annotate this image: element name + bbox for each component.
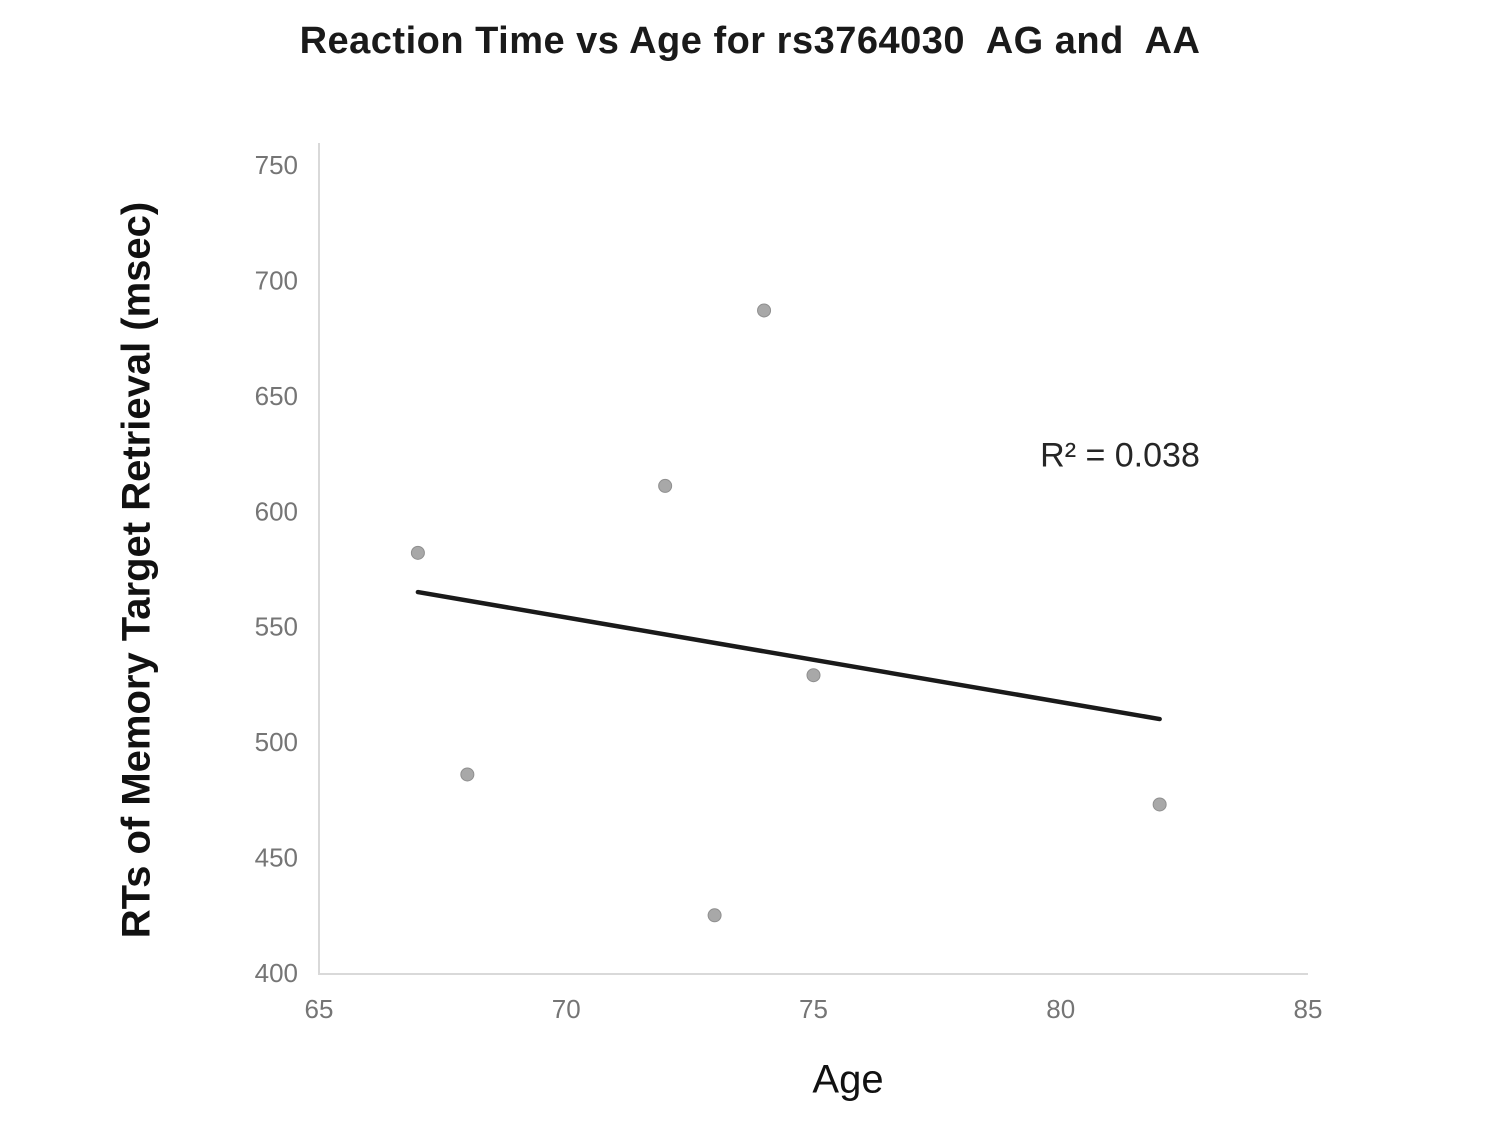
y-tick-label: 650 [255, 381, 298, 411]
data-point [460, 767, 475, 782]
data-point [410, 545, 425, 560]
y-tick-label: 450 [255, 843, 298, 873]
trendline [415, 589, 1162, 722]
data-point [757, 303, 772, 318]
data-point [707, 908, 722, 923]
chart-title: Reaction Time vs Age for rs3764030 AG an… [299, 20, 1201, 62]
x-tick-label: 65 [305, 994, 334, 1024]
r-squared-annotation: R² = 0.038 [1040, 436, 1200, 475]
data-point [1152, 797, 1167, 812]
x-tick-label: 75 [799, 994, 828, 1024]
y-tick-label: 750 [255, 150, 298, 180]
x-tick-label: 80 [1046, 994, 1075, 1024]
data-point [658, 478, 673, 493]
x-axis-title: Age [812, 1057, 884, 1102]
y-tick-label: 550 [255, 612, 298, 642]
y-tick-label: 500 [255, 727, 298, 757]
x-tick-label: 70 [552, 994, 581, 1024]
x-tick-label: 85 [1294, 994, 1323, 1024]
data-point [806, 668, 821, 683]
y-tick-label: 700 [255, 265, 298, 295]
y-tick-label: 600 [255, 496, 298, 526]
y-tick-label: 400 [255, 958, 298, 988]
